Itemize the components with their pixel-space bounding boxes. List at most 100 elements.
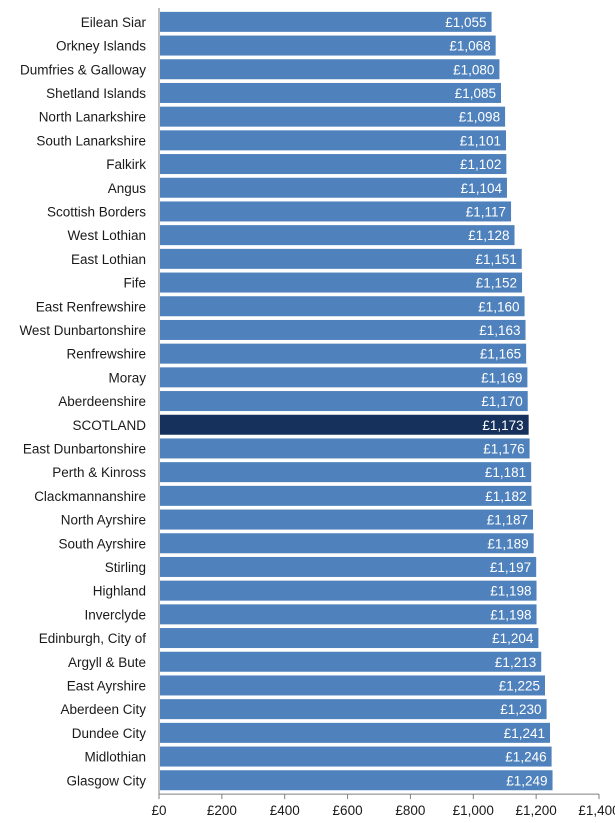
bar: [160, 248, 522, 269]
value-label: £1,098: [459, 110, 500, 125]
value-label: £1,102: [460, 157, 501, 172]
category-label: Stirling: [105, 560, 146, 575]
bar: [160, 746, 552, 767]
value-label: £1,104: [461, 181, 503, 196]
bar: [160, 675, 545, 696]
bar: [160, 770, 553, 791]
category-label: East Ayrshire: [67, 678, 146, 693]
category-label: East Renfrewshire: [36, 299, 146, 314]
bar: [160, 343, 527, 364]
bar: [160, 82, 501, 103]
bar: [160, 699, 547, 720]
category-label: North Ayrshire: [61, 513, 146, 528]
bar: [160, 391, 528, 412]
value-label: £1,176: [483, 441, 524, 456]
bar: [160, 177, 507, 198]
category-label: SCOTLAND: [72, 418, 146, 433]
value-label: £1,181: [485, 465, 526, 480]
value-label: £1,151: [475, 252, 516, 267]
category-label: Fife: [123, 276, 146, 291]
bar: [160, 154, 507, 175]
x-tick-label: £800: [395, 803, 425, 818]
category-label: Shetland Islands: [46, 86, 146, 101]
value-label: £1,198: [490, 607, 531, 622]
bar: [160, 438, 530, 459]
category-label: Angus: [108, 181, 147, 196]
category-label: Scottish Borders: [47, 204, 146, 219]
category-label: Clackmannanshire: [34, 489, 146, 504]
bar: [160, 509, 534, 530]
bar: [160, 628, 539, 649]
category-label: Dumfries & Galloway: [20, 62, 146, 77]
value-label: £1,055: [445, 15, 486, 30]
value-label: £1,204: [492, 631, 534, 646]
x-tick-label: £1,200: [515, 803, 556, 818]
category-label: Dundee City: [72, 726, 147, 741]
category-label: Aberdeen City: [60, 702, 146, 717]
bar: [160, 651, 542, 672]
x-tick-label: £400: [270, 803, 300, 818]
bar: [160, 272, 523, 293]
value-label: £1,169: [481, 370, 522, 385]
category-label: Falkirk: [106, 157, 146, 172]
value-label: £1,163: [479, 323, 520, 338]
value-label: £1,128: [468, 228, 509, 243]
value-label: £1,230: [500, 702, 541, 717]
category-label: South Lanarkshire: [36, 133, 146, 148]
category-label: East Lothian: [71, 252, 146, 267]
bar: [160, 604, 537, 625]
category-label: Highland: [93, 584, 146, 599]
value-label: £1,101: [460, 133, 501, 148]
category-label: South Ayrshire: [58, 536, 146, 551]
bar: [160, 225, 515, 246]
value-label: £1,198: [490, 584, 531, 599]
bar-highlight: [160, 414, 529, 435]
category-label: Glasgow City: [66, 773, 146, 788]
bar: [160, 533, 534, 554]
category-label: Moray: [108, 370, 146, 385]
category-label: Perth & Kinross: [52, 465, 146, 480]
value-label: £1,080: [453, 62, 494, 77]
bar: [160, 59, 500, 80]
value-label: £1,170: [481, 394, 522, 409]
value-label: £1,152: [476, 276, 517, 291]
category-label: East Dunbartonshire: [23, 441, 146, 456]
category-label: Edinburgh, City of: [39, 631, 147, 646]
value-label: £1,117: [466, 204, 506, 219]
bar: [160, 106, 506, 127]
x-tick-label: £1,400: [578, 803, 615, 818]
value-label: £1,225: [499, 678, 540, 693]
category-label: Midlothian: [84, 750, 146, 765]
category-label: Aberdeenshire: [58, 394, 146, 409]
category-label: Orkney Islands: [56, 39, 146, 54]
value-label: £1,189: [487, 536, 528, 551]
category-label: West Dunbartonshire: [19, 323, 146, 338]
category-label: Renfrewshire: [66, 347, 146, 362]
bar: [160, 556, 537, 577]
bar: [160, 580, 537, 601]
value-label: £1,160: [478, 299, 519, 314]
category-label: West Lothian: [67, 228, 146, 243]
bar: [160, 319, 526, 340]
category-label: Inverclyde: [84, 607, 146, 622]
bar: [160, 201, 512, 222]
value-label: £1,068: [449, 39, 490, 54]
category-label: Argyll & Bute: [68, 655, 146, 670]
x-tick-label: £200: [207, 803, 237, 818]
value-label: £1,241: [504, 726, 545, 741]
x-tick-label: £600: [333, 803, 363, 818]
value-label: £1,197: [490, 560, 531, 575]
category-label: Eilean Siar: [81, 15, 147, 30]
bar: [160, 462, 532, 483]
bar: [160, 35, 496, 56]
value-label: £1,173: [482, 418, 523, 433]
bar: [160, 130, 507, 151]
bar: [160, 367, 528, 388]
value-label: £1,085: [455, 86, 496, 101]
value-label: £1,187: [487, 513, 528, 528]
value-label: £1,165: [480, 347, 521, 362]
value-label: £1,249: [506, 773, 547, 788]
value-label: £1,246: [505, 750, 546, 765]
bar: [160, 11, 492, 32]
